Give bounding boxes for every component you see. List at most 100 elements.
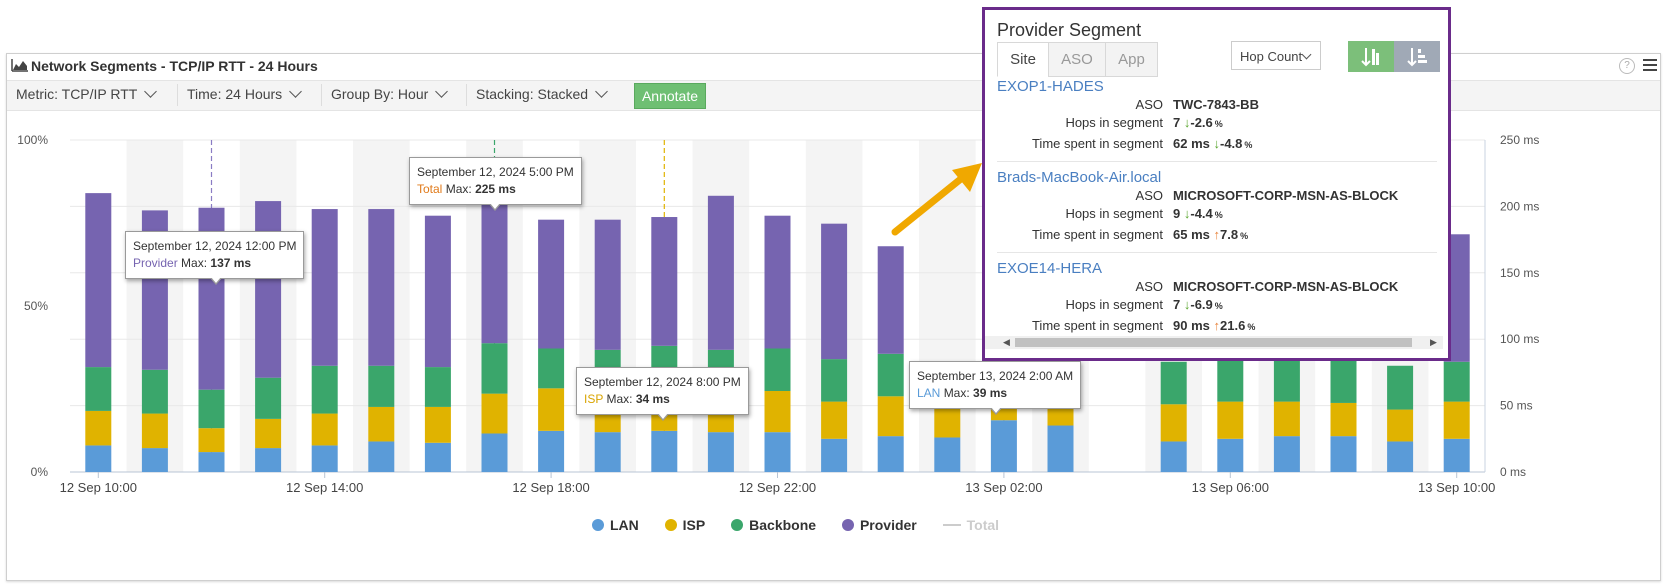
legend-item-provider[interactable]: Provider <box>841 517 917 533</box>
tooltip-series: ISP <box>584 392 604 406</box>
time-value: 62 ms ↓-4.8% <box>1173 136 1252 151</box>
bar-isp <box>255 418 282 449</box>
segment-site-link[interactable]: EXOE14-HERA <box>997 260 1103 277</box>
popup-title: Provider Segment <box>997 20 1142 40</box>
x-axis-tick-label: 13 Sep 02:00 <box>965 480 1042 495</box>
provider-segment-popup: Provider Segment Site ASO App Hop Count … <box>982 7 1451 361</box>
sort-by-value: Hop Count <box>1240 49 1303 64</box>
hops-count: 9 <box>1173 206 1181 221</box>
sort-ascending-button[interactable] <box>1348 41 1394 72</box>
legend-label: LAN <box>610 517 639 533</box>
x-axis-tick-label: 12 Sep 14:00 <box>286 480 363 495</box>
bar-lan <box>1047 425 1074 472</box>
tab-aso[interactable]: ASO <box>1048 42 1106 77</box>
scroll-right-icon[interactable]: ▶ <box>1430 337 1437 347</box>
legend-item-backbone[interactable]: Backbone <box>731 517 816 533</box>
bar-provider <box>481 203 508 344</box>
bar-lan <box>1387 441 1414 472</box>
time-dropdown[interactable]: Time: 24 Hours <box>187 85 303 102</box>
legend-item-total[interactable]: Total <box>942 517 1000 533</box>
horizontal-scrollbar[interactable]: ◀ ▶ <box>985 336 1443 349</box>
annotate-button[interactable]: Annotate <box>634 83 706 109</box>
aso-label: ASO <box>1135 188 1163 203</box>
legend-item-lan[interactable]: LAN <box>592 517 639 533</box>
bar-backbone <box>538 348 565 389</box>
chart-tooltip-isp: September 12, 2024 8:00 PM ISP Max: 34 m… <box>576 367 749 421</box>
bar-backbone <box>1330 359 1357 403</box>
scroll-left-icon[interactable]: ◀ <box>1003 337 1010 347</box>
bar-backbone <box>311 365 338 414</box>
bar-provider <box>764 215 791 349</box>
tooltip-date: September 12, 2024 8:00 PM <box>584 375 741 389</box>
sort-descending-icon <box>1407 48 1427 67</box>
time-amount: 62 ms <box>1173 136 1210 151</box>
left-axis-tick-label: 0% <box>31 465 49 479</box>
aso-label: ASO <box>1135 279 1163 294</box>
bar-lan <box>877 436 904 472</box>
bar-lan <box>255 448 282 472</box>
bar-backbone <box>368 365 395 407</box>
bar-lan <box>1443 438 1470 472</box>
bar-isp <box>424 406 451 443</box>
bar-backbone <box>255 377 282 419</box>
bar-provider <box>538 219 565 349</box>
legend-dot <box>664 519 677 531</box>
toolbar-divider <box>466 84 467 106</box>
tooltip-label: Max: <box>181 256 208 270</box>
bar-lan <box>651 430 678 472</box>
bar-provider <box>594 219 621 350</box>
bar-lan <box>311 445 338 472</box>
time-amount: 65 ms <box>1173 227 1210 242</box>
group-by-dropdown[interactable]: Group By: Hour <box>331 85 449 102</box>
right-axis-tick-label: 150 ms <box>1500 266 1539 280</box>
hamburger-menu-icon[interactable] <box>1643 59 1657 71</box>
percent-sign: % <box>1247 322 1256 332</box>
tooltip-label: Max: <box>445 182 472 196</box>
bar-lan <box>594 432 621 472</box>
metric-dropdown-label: Metric: TCP/IP RTT <box>16 86 138 102</box>
help-icon[interactable]: ? <box>1619 58 1635 74</box>
bar-lan <box>424 442 451 472</box>
bar-backbone <box>198 389 225 429</box>
left-axis-tick-label: 100% <box>17 133 48 147</box>
stacking-dropdown[interactable]: Stacking: Stacked <box>476 85 608 102</box>
legend-label: Total <box>966 517 1000 533</box>
tab-app[interactable]: App <box>1105 42 1158 77</box>
time-label: Time spent in segment <box>1031 318 1163 333</box>
legend-label: Backbone <box>749 517 817 533</box>
tab-site[interactable]: Site <box>997 42 1049 77</box>
bar-lan <box>481 433 508 472</box>
bar-backbone <box>821 359 848 402</box>
area-chart-icon <box>11 59 28 72</box>
scrollbar-thumb[interactable] <box>1015 338 1412 347</box>
bar-provider <box>255 201 282 378</box>
right-axis-tick-label: 0 ms <box>1500 465 1526 479</box>
hops-label: Hops in segment <box>1065 297 1163 312</box>
sort-descending-button[interactable] <box>1394 41 1440 72</box>
metric-dropdown[interactable]: Metric: TCP/IP RTT <box>16 85 158 102</box>
panel-header: Network Segments - TCP/IP RTT - 24 Hours… <box>7 54 1660 80</box>
aso-label: ASO <box>1135 97 1163 112</box>
bar-lan <box>764 432 791 472</box>
hops-value: 9 ↓-4.4% <box>1173 206 1223 221</box>
bar-isp <box>1387 409 1414 442</box>
arrow-down-icon: ↓ <box>1213 136 1221 151</box>
segment-site-link[interactable]: EXOP1-HADES <box>997 78 1104 95</box>
bar-lan <box>821 438 848 472</box>
sort-by-select[interactable]: Hop Count <box>1231 41 1321 70</box>
tooltip-pointer <box>210 277 222 285</box>
tooltip-value: 34 ms <box>635 392 670 406</box>
bar-isp <box>85 410 112 446</box>
x-axis-tick-label: 12 Sep 18:00 <box>512 480 589 495</box>
hops-delta: -6.9 <box>1190 297 1213 312</box>
group-by-dropdown-label: Group By: Hour <box>331 86 429 102</box>
legend-item-isp[interactable]: ISP <box>664 517 705 533</box>
segment-site-link[interactable]: Brads-MacBook-Air.local <box>997 169 1162 186</box>
tooltip-label: Max: <box>606 392 633 406</box>
time-amount: 90 ms <box>1173 318 1210 333</box>
arrow-up-icon: ↑ <box>1213 227 1221 242</box>
bar-provider <box>651 217 678 346</box>
bar-backbone <box>424 367 451 407</box>
arrow-up-icon: ↑ <box>1213 318 1221 333</box>
